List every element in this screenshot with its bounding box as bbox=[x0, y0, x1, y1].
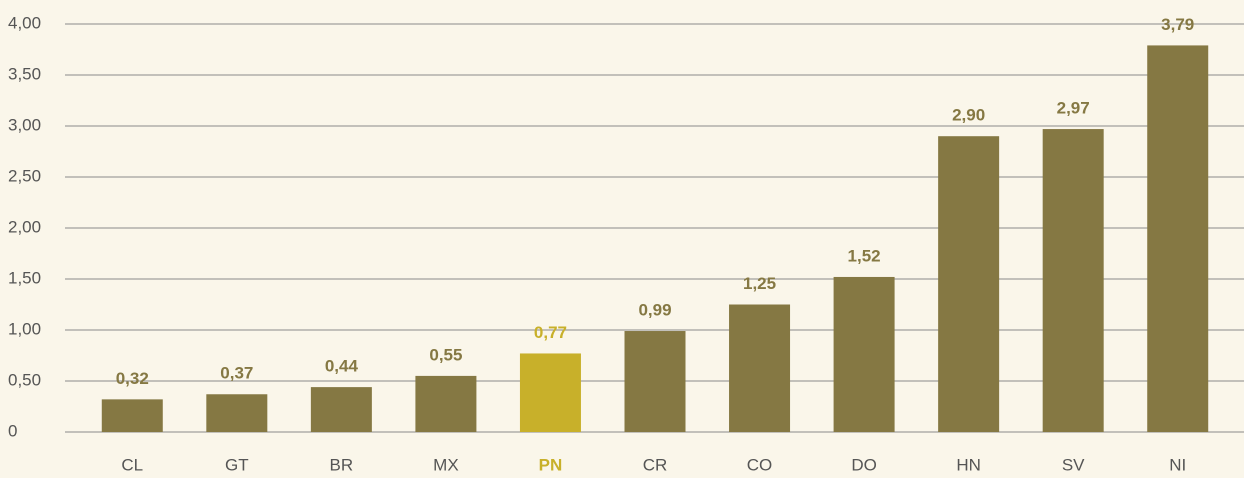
value-label: 3,79 bbox=[1161, 15, 1194, 34]
y-tick-label: 1,50 bbox=[8, 268, 41, 287]
y-tick-label: 2,00 bbox=[8, 217, 41, 236]
value-label: 1,52 bbox=[848, 246, 881, 265]
value-label: 1,25 bbox=[743, 274, 776, 293]
bar bbox=[1147, 45, 1209, 433]
x-tick-label: CR bbox=[643, 455, 668, 474]
x-tick-label: SV bbox=[1062, 455, 1085, 474]
x-tick-label: MX bbox=[433, 455, 459, 474]
x-tick-label: GT bbox=[225, 455, 249, 474]
x-tick-label: HN bbox=[956, 455, 981, 474]
y-tick-label: 2,50 bbox=[8, 166, 41, 185]
y-tick-label: 0,50 bbox=[8, 370, 41, 389]
bar bbox=[624, 331, 686, 432]
value-label: 0,32 bbox=[116, 369, 149, 388]
bar bbox=[519, 353, 581, 432]
x-tick-label: BR bbox=[330, 455, 354, 474]
y-tick-label: 3,50 bbox=[8, 64, 41, 83]
y-tick-label: 4,00 bbox=[8, 13, 41, 32]
y-tick-label: 3,00 bbox=[8, 115, 41, 134]
y-tick-label: 0 bbox=[8, 421, 17, 440]
value-label: 0,37 bbox=[220, 364, 253, 383]
value-label: 0,99 bbox=[638, 301, 671, 320]
y-tick-label: 1,00 bbox=[8, 319, 41, 338]
value-label: 0,55 bbox=[429, 345, 462, 364]
value-label: 2,97 bbox=[1057, 99, 1090, 118]
bar bbox=[101, 399, 163, 432]
bar bbox=[938, 136, 1000, 432]
value-label: 0,77 bbox=[534, 323, 567, 342]
bar bbox=[833, 276, 895, 432]
value-label: 0,44 bbox=[325, 357, 359, 376]
bar bbox=[206, 394, 268, 432]
x-tick-label: PN bbox=[539, 455, 563, 474]
bar bbox=[729, 304, 791, 432]
x-tick-label: NI bbox=[1169, 455, 1186, 474]
bar bbox=[310, 387, 372, 432]
x-tick-label: CL bbox=[121, 455, 143, 474]
bar bbox=[415, 375, 477, 432]
x-tick-label: CO bbox=[747, 455, 773, 474]
bar bbox=[1042, 129, 1104, 432]
value-label: 2,90 bbox=[952, 106, 985, 125]
x-tick-label: DO bbox=[851, 455, 877, 474]
